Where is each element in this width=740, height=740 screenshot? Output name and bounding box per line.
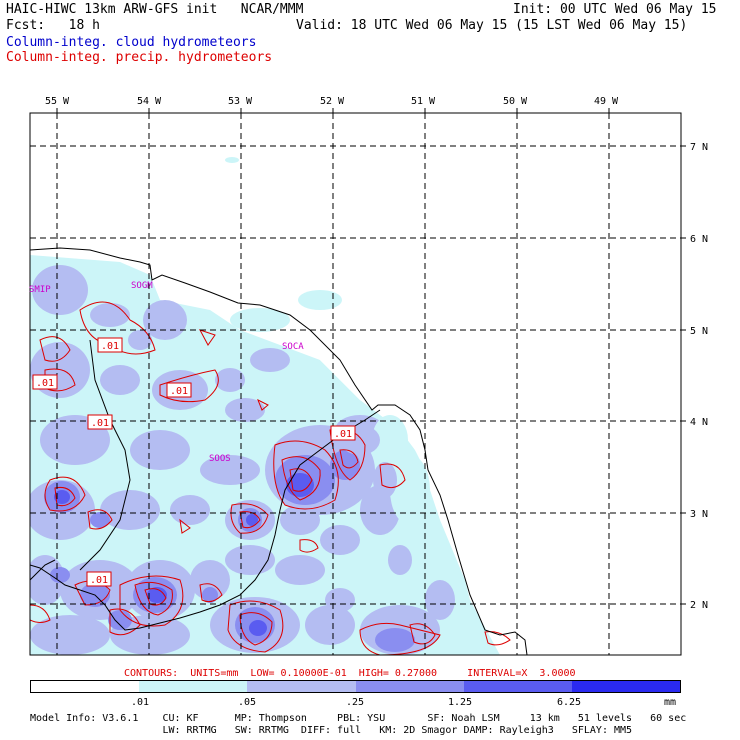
contour-label: .01	[86, 571, 112, 587]
colorbar	[30, 680, 681, 693]
cloud-shading	[30, 113, 681, 655]
model-info-line2: LW: RRTMG SW: RRTMG DIFF: full KM: 2D Sm…	[30, 725, 633, 736]
colorbar-segment	[571, 681, 681, 692]
lon-label: 50 W	[503, 96, 528, 107]
coastline	[30, 247, 528, 655]
svg-text:.01: .01	[90, 575, 108, 586]
colorbar-segment	[463, 681, 572, 692]
colorbar-tick: 6.25	[557, 697, 582, 708]
svg-text:.01: .01	[91, 418, 109, 429]
lat-label: 2 N	[690, 600, 708, 611]
station-label: SMIP	[29, 285, 51, 295]
lon-label: 51 W	[411, 96, 436, 107]
lon-label: 49 W	[594, 96, 619, 107]
map-frame	[29, 112, 682, 656]
colorbar-tick: 1.25	[448, 697, 473, 708]
lon-label: 52 W	[320, 96, 345, 107]
colorbar-tick: .05	[238, 697, 257, 708]
cloud-field-label: Column-integ. cloud hydrometeors	[6, 35, 257, 50]
colorbar-segment	[355, 681, 464, 692]
lon-label: 54 W	[137, 96, 162, 107]
contour-label: .01	[32, 374, 58, 390]
colorbar-segment	[139, 681, 248, 692]
svg-text:.01: .01	[170, 386, 188, 397]
valid-time: Valid: 18 UTC Wed 06 May 15 (15 LST Wed …	[296, 18, 688, 33]
lat-label: 3 N	[690, 509, 708, 520]
lat-label: 4 N	[690, 417, 708, 428]
precip-field-label: Column-integ. precip. hydrometeors	[6, 50, 273, 65]
station-label: SOGM	[131, 281, 153, 291]
graticule	[30, 113, 681, 655]
colorbar-tick: .01	[131, 697, 150, 708]
lat-label: 5 N	[690, 326, 708, 337]
contour-label: .01	[166, 382, 192, 398]
model-info-line1: Model Info: V3.6.1 CU: KF MP: Thompson P…	[30, 713, 687, 724]
svg-text:.01: .01	[334, 429, 352, 440]
contour-label: .01	[330, 425, 356, 441]
lat-label: 6 N	[690, 234, 708, 245]
colorbar-segment	[247, 681, 356, 692]
lon-label: 53 W	[228, 96, 253, 107]
svg-text:.01: .01	[101, 341, 119, 352]
contour-label: .01	[97, 337, 123, 353]
station-label: SOCA	[282, 342, 304, 352]
colorbar-tick: .25	[346, 697, 365, 708]
lon-label: 55 W	[45, 96, 70, 107]
init-time: Init: 00 UTC Wed 06 May 15	[513, 2, 717, 17]
title-line: HAIC-HIWC 13km ARW-GFS init NCAR/MMM	[6, 2, 304, 17]
colorbar-segment	[31, 681, 140, 692]
station-label: SOOS	[209, 454, 231, 464]
ticks	[56, 108, 686, 605]
contours-info: CONTOURS: UNITS=mm LOW= 0.10000E-01 HIGH…	[124, 668, 576, 679]
colorbar-units: mm	[664, 697, 677, 708]
lat-label: 7 N	[690, 142, 708, 153]
svg-text:.01: .01	[36, 378, 54, 389]
forecast-hour: Fcst: 18 h	[6, 18, 100, 33]
contour-label: .01	[87, 414, 113, 430]
